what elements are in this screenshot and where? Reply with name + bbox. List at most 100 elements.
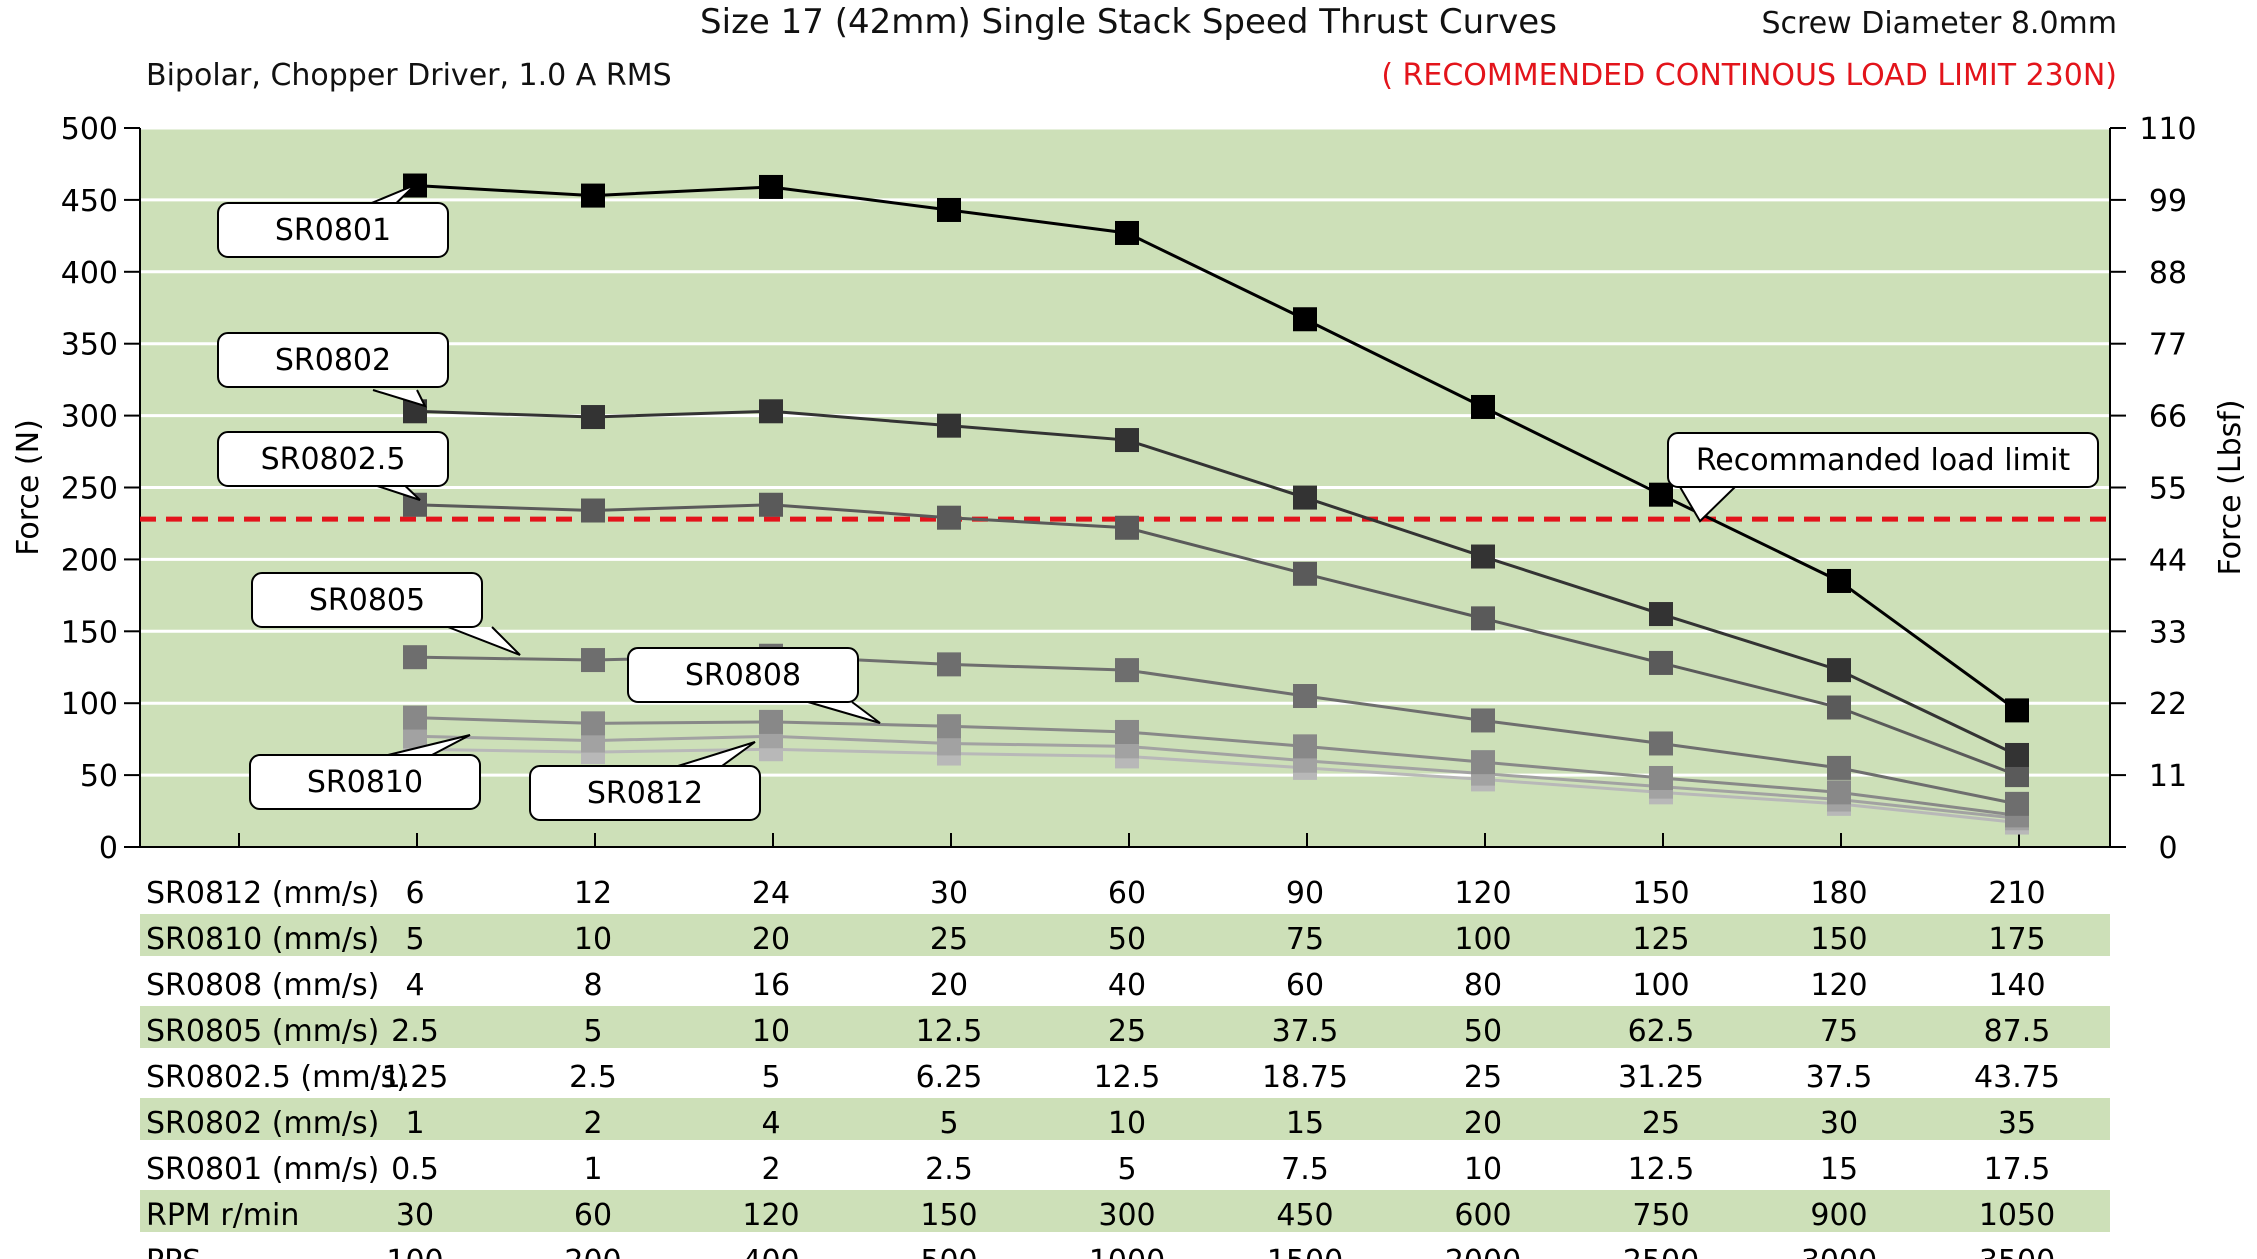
table-cell: 100 [1632, 968, 1689, 1003]
data-point-sr0808 [759, 709, 783, 734]
table-cell: 2500 [1623, 1244, 1699, 1259]
callout-label-sr0801: SR0801 [275, 213, 391, 248]
table-cell: 20 [752, 922, 790, 957]
table-cell: 4 [405, 968, 424, 1003]
chart-subtitle: Bipolar, Chopper Driver, 1.0 A RMS [146, 58, 672, 93]
table-cell: 180 [1810, 876, 1867, 911]
data-point-sr0802 [581, 405, 605, 430]
table-cell: 3000 [1801, 1244, 1877, 1259]
data-point-sr0802-5 [937, 505, 961, 530]
table-cell: 1500 [1267, 1244, 1343, 1259]
table-cell: 90 [1286, 876, 1324, 911]
table-cell: 5 [583, 1014, 602, 1049]
table-cell: 140 [1988, 968, 2045, 1003]
table-row-label: SR0812 (mm/s) [146, 876, 379, 911]
table-cell: 7.5 [1281, 1152, 1329, 1187]
table-cell: 120 [1810, 968, 1867, 1003]
callout-label-sr0808: SR0808 [685, 658, 801, 693]
table-cell: 5 [761, 1060, 780, 1095]
table-cell: 0.5 [391, 1152, 439, 1187]
table-cell: 2.5 [391, 1014, 439, 1049]
load-limit-callout-pointer [1679, 486, 1736, 523]
table-cell: 500 [920, 1244, 977, 1259]
data-point-sr0802-5 [1115, 515, 1139, 540]
y-tick-label: 350 [61, 328, 118, 363]
table-cell: 5 [1117, 1152, 1136, 1187]
table-cell: 5 [405, 922, 424, 957]
table-cell: 24 [752, 876, 790, 911]
y2-tick-label: 55 [2149, 472, 2187, 507]
callout-box-sr0802-5 [217, 431, 449, 487]
y2-tick-label: 110 [2139, 112, 2196, 147]
data-point-sr0801 [1115, 220, 1139, 245]
table-cell: 4 [761, 1106, 780, 1141]
callout-label-sr0805: SR0805 [309, 583, 425, 618]
table-cell: 3500 [1979, 1244, 2055, 1259]
y2-tick-label: 99 [2149, 184, 2187, 219]
table-cell: 125 [1632, 922, 1689, 957]
y2-tick-label: 44 [2149, 543, 2187, 578]
table-cell: 15 [1286, 1106, 1324, 1141]
callout-label-sr0802-5: SR0802.5 [261, 442, 406, 477]
table-cell: 50 [1108, 922, 1146, 957]
data-point-sr0802 [1293, 485, 1317, 510]
callout-box-sr0802 [217, 332, 449, 388]
table-cell: 450 [1276, 1198, 1333, 1233]
y-tick-label: 500 [61, 112, 118, 147]
y-tick-label: 150 [61, 615, 118, 650]
table-cell: 25 [1464, 1060, 1502, 1095]
table-cell: 6 [405, 876, 424, 911]
table-cell: 1 [405, 1106, 424, 1141]
table-cell: 25 [1108, 1014, 1146, 1049]
y-tick-label: 0 [99, 831, 118, 866]
data-point-sr0805 [1827, 755, 1851, 780]
data-point-sr0801 [937, 197, 961, 222]
load-limit-note: ( RECOMMENDED CONTINOUS LOAD LIMIT 230N) [1381, 58, 2117, 93]
callout-pointer-sr0808 [807, 701, 881, 724]
table-cell: 1 [583, 1152, 602, 1187]
table-cell: 1.25 [382, 1060, 449, 1095]
y-tick-label: 200 [61, 543, 118, 578]
table-row-label: PPS [146, 1244, 201, 1259]
data-point-sr0802 [1471, 544, 1495, 569]
data-point-sr0801 [581, 183, 605, 208]
table-cell: 60 [574, 1198, 612, 1233]
data-point-sr0805 [1115, 658, 1139, 683]
table-row-label: SR0801 (mm/s) [146, 1152, 379, 1187]
table-cell: 50 [1464, 1014, 1502, 1049]
table-cell: 12 [574, 876, 612, 911]
table-cell: 62.5 [1628, 1014, 1695, 1049]
y2-tick-label: 77 [2149, 328, 2187, 363]
table-cell: 100 [386, 1244, 443, 1259]
table-row-label: SR0802 (mm/s) [146, 1106, 379, 1141]
data-point-sr0808 [1827, 780, 1851, 805]
table-cell: 17.5 [1984, 1152, 2051, 1187]
table-row-label: SR0805 (mm/s) [146, 1014, 379, 1049]
table-cell: 18.75 [1262, 1060, 1348, 1095]
table-cell: 60 [1108, 876, 1146, 911]
table-cell: 300 [1098, 1198, 1155, 1233]
y-tick-label: 100 [61, 687, 118, 722]
table-cell: 25 [1642, 1106, 1680, 1141]
table-cell: 5 [939, 1106, 958, 1141]
data-point-sr0805 [1471, 708, 1495, 733]
table-cell: 25 [930, 922, 968, 957]
table-cell: 40 [1108, 968, 1146, 1003]
table-cell: 87.5 [1984, 1014, 2051, 1049]
table-cell: 12.5 [916, 1014, 983, 1049]
table-cell: 150 [1632, 876, 1689, 911]
table-cell: 60 [1286, 968, 1324, 1003]
table-cell: 43.75 [1974, 1060, 2060, 1095]
table-cell: 1050 [1979, 1198, 2055, 1233]
table-cell: 400 [742, 1244, 799, 1259]
y-axis-title: Force (N) [11, 419, 46, 556]
y2-tick-label: 66 [2149, 400, 2187, 435]
data-point-sr0802 [937, 413, 961, 438]
table-cell: 10 [752, 1014, 790, 1049]
y-tick-label: 250 [61, 472, 118, 507]
data-point-sr0805 [937, 652, 961, 677]
table-cell: 35 [1998, 1106, 2036, 1141]
table-row-label: SR0810 (mm/s) [146, 922, 379, 957]
data-point-sr0802-5 [581, 498, 605, 523]
